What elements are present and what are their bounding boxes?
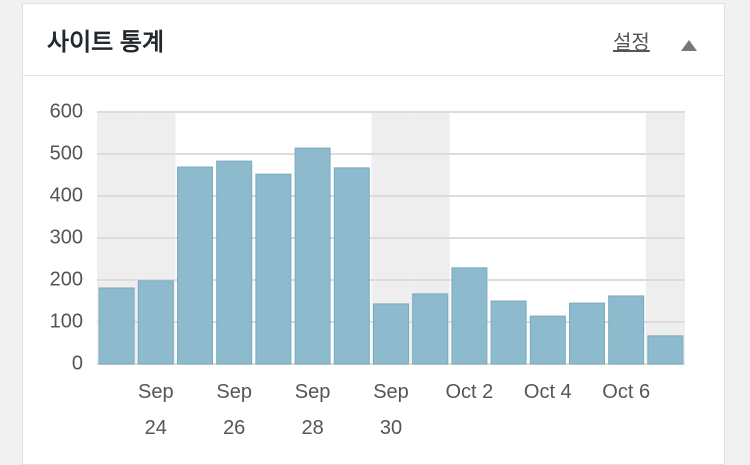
y-tick-label: 300	[50, 226, 83, 248]
bar	[216, 160, 253, 365]
bar	[333, 167, 370, 365]
y-tick-label: 200	[50, 268, 83, 290]
x-tick-label: Oct 4	[523, 381, 572, 403]
y-tick-label: 100	[50, 310, 83, 332]
x-tick-label: Sep 26	[216, 381, 252, 439]
bar	[608, 295, 645, 365]
bar	[490, 300, 527, 365]
configure-link[interactable]: 설정	[613, 32, 650, 54]
bar	[451, 267, 488, 365]
widget-header: 사이트 통계 설정	[23, 4, 724, 76]
page: {"header": {"title": "사이트 통계", "link": "…	[22, 3, 725, 465]
x-tick-label: Oct 6	[602, 381, 651, 403]
x-tick-label: Sep 28	[294, 381, 331, 439]
widget-title: 사이트 통계	[47, 29, 165, 56]
bar	[529, 315, 566, 365]
bar	[137, 280, 174, 365]
bar	[412, 293, 449, 365]
bar	[569, 302, 605, 365]
bar	[177, 166, 213, 365]
bar	[373, 303, 409, 365]
chart: 0 100 200 300 400 500 600	[50, 100, 685, 374]
x-tick-label: Sep 30	[373, 381, 409, 439]
y-tick-label: 500	[50, 142, 83, 164]
bar	[255, 173, 292, 365]
bar	[294, 147, 331, 365]
x-tick-label: Sep 24	[138, 381, 174, 439]
y-tick-label: 400	[50, 184, 83, 206]
bar	[98, 287, 135, 365]
collapse-toggle[interactable]	[681, 40, 697, 51]
y-tick-label: 0	[72, 352, 83, 374]
y-tick-label: 600	[50, 100, 83, 122]
x-tick-label: Oct 2	[445, 381, 494, 403]
bar	[647, 335, 684, 365]
